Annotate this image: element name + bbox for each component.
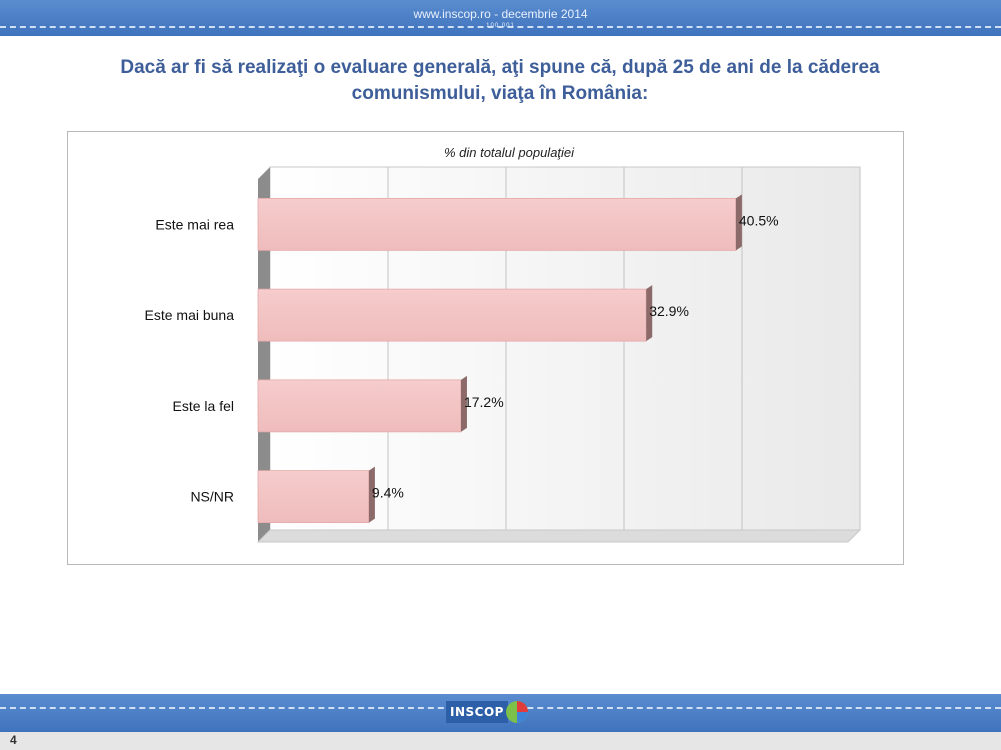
- category-label: Este mai buna: [145, 307, 235, 323]
- logo-pie-icon: [506, 701, 528, 723]
- value-label: 32.9%: [649, 303, 689, 319]
- bar-end-face: [368, 466, 375, 523]
- value-label: 40.5%: [739, 212, 779, 228]
- plot-floor: [256, 529, 862, 543]
- bar: [257, 379, 462, 433]
- footer-strip: 4: [0, 732, 1001, 750]
- bar-end-face: [646, 285, 653, 342]
- bar-end-face: [735, 194, 742, 251]
- chart-frame: % din totalul populaţiei Este mai rea 40.…: [67, 131, 904, 565]
- bar: [257, 470, 370, 524]
- category-label: Este la fel: [173, 398, 234, 414]
- header-dashed-line: [0, 26, 1001, 28]
- footer-bar: INSCOP: [0, 694, 1001, 732]
- bar-end-face: [460, 375, 467, 432]
- header-small-text: 100.001: [486, 23, 515, 29]
- bar: [257, 288, 647, 342]
- slide-title: Dacă ar fi să realizaţi o evaluare gener…: [120, 57, 880, 104]
- chart-subtitle: % din totalul populaţiei: [444, 145, 575, 160]
- inscop-logo: INSCOP: [446, 701, 528, 723]
- bar: [257, 197, 737, 251]
- page-number: 4: [10, 733, 17, 747]
- header-bar: www.inscop.ro - decembrie 2014 100.001: [0, 0, 1001, 36]
- plot-side-wall: [258, 167, 270, 542]
- category-label: Este mai rea: [155, 216, 234, 232]
- bar-chart: % din totalul populaţiei Este mai rea 40.…: [145, 145, 862, 543]
- header-url: www.inscop.ro - decembrie 2014: [413, 7, 588, 21]
- category-label: NS/NR: [190, 489, 234, 505]
- value-label: 17.2%: [464, 394, 504, 410]
- logo-text: INSCOP: [446, 701, 508, 723]
- value-label: 9.4%: [372, 485, 404, 501]
